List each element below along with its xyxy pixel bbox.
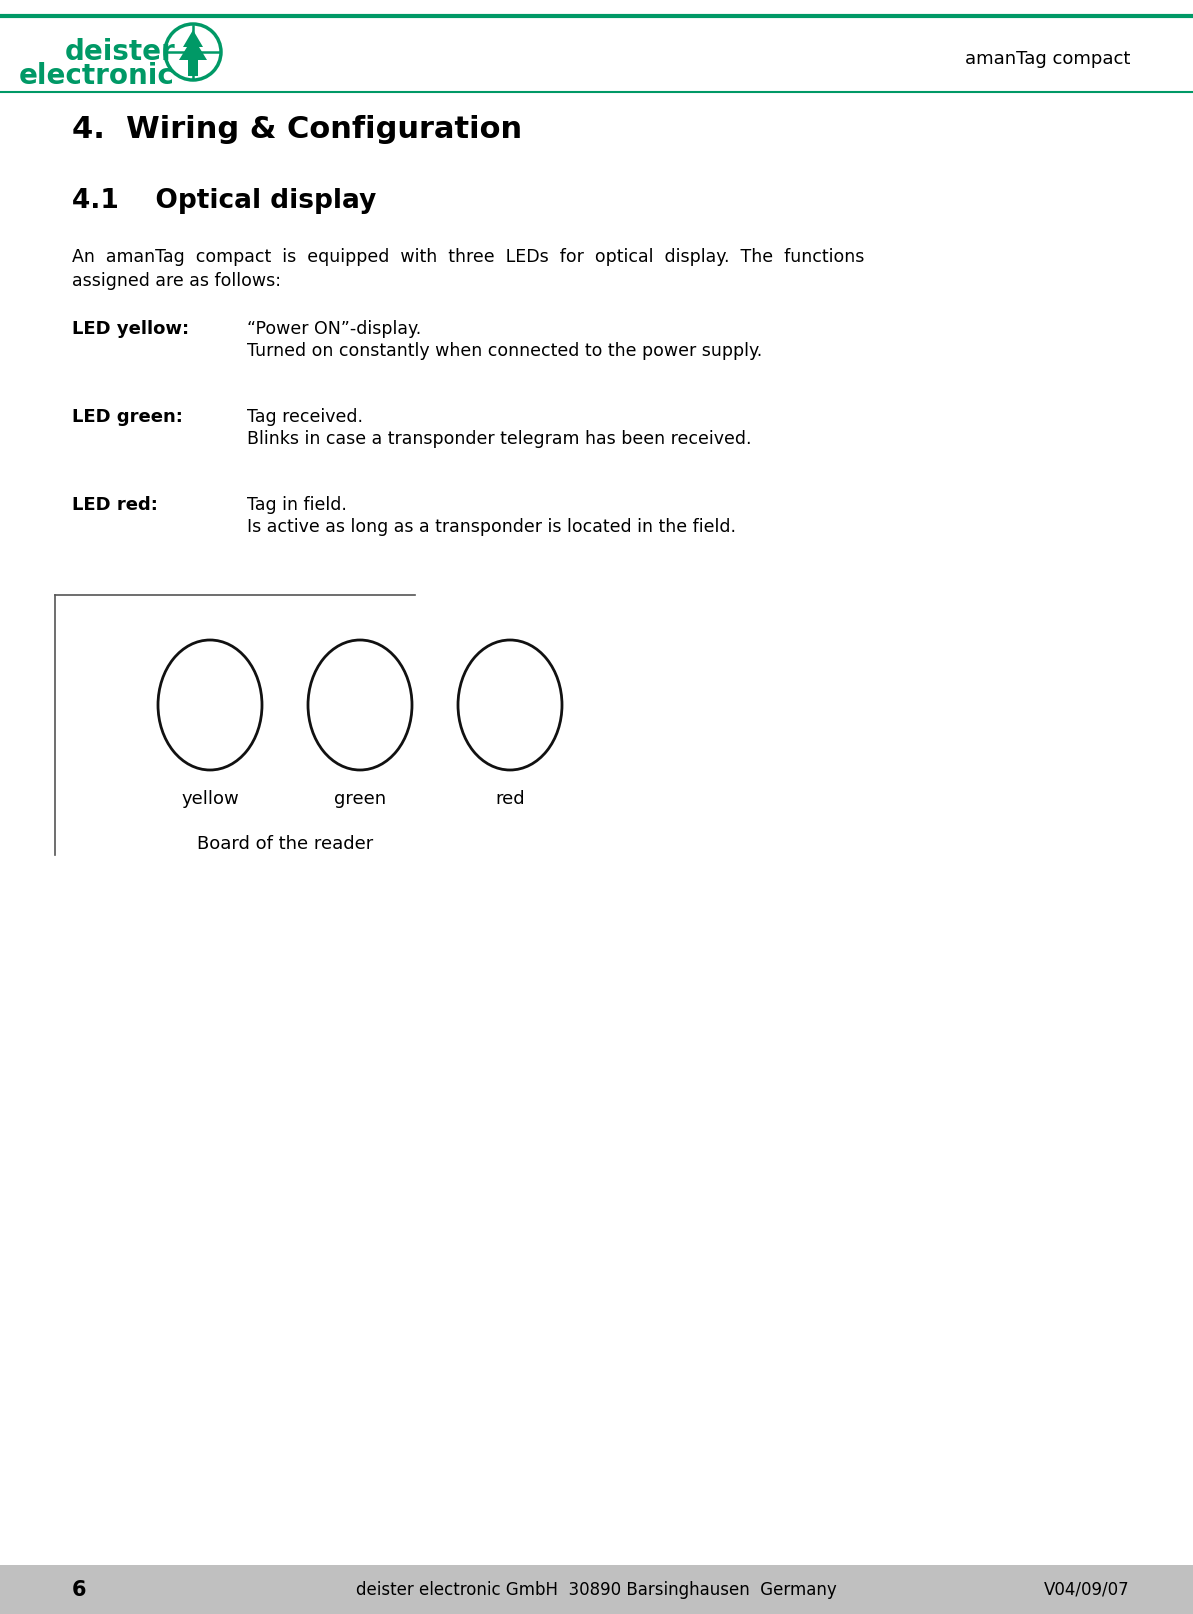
Text: yellow: yellow	[181, 789, 239, 809]
Text: LED green:: LED green:	[72, 408, 183, 426]
Text: Tag received.: Tag received.	[247, 408, 363, 426]
Text: 4.  Wiring & Configuration: 4. Wiring & Configuration	[72, 115, 523, 144]
Text: V04/09/07: V04/09/07	[1044, 1582, 1130, 1599]
Text: deister: deister	[64, 39, 175, 66]
Text: LED yellow:: LED yellow:	[72, 320, 190, 337]
Text: amanTag compact: amanTag compact	[965, 50, 1130, 68]
Text: green: green	[334, 789, 387, 809]
Text: Is active as long as a transponder is located in the field.: Is active as long as a transponder is lo…	[247, 518, 736, 536]
Text: LED red:: LED red:	[72, 495, 157, 513]
Text: Turned on constantly when connected to the power supply.: Turned on constantly when connected to t…	[247, 342, 762, 360]
Text: Board of the reader: Board of the reader	[197, 834, 373, 854]
Text: An  amanTag  compact  is  equipped  with  three  LEDs  for  optical  display.  T: An amanTag compact is equipped with thre…	[72, 249, 865, 266]
Text: Blinks in case a transponder telegram has been received.: Blinks in case a transponder telegram ha…	[247, 429, 752, 449]
FancyBboxPatch shape	[0, 1566, 1193, 1614]
Polygon shape	[179, 31, 208, 76]
Text: red: red	[495, 789, 525, 809]
Text: “Power ON”-display.: “Power ON”-display.	[247, 320, 421, 337]
Text: assigned are as follows:: assigned are as follows:	[72, 273, 282, 291]
Text: deister electronic GmbH  30890 Barsinghausen  Germany: deister electronic GmbH 30890 Barsinghau…	[357, 1582, 836, 1599]
Text: Tag in field.: Tag in field.	[247, 495, 347, 513]
Text: 4.1    Optical display: 4.1 Optical display	[72, 187, 376, 215]
Text: electronic: electronic	[19, 61, 175, 90]
Text: 6: 6	[72, 1580, 87, 1599]
